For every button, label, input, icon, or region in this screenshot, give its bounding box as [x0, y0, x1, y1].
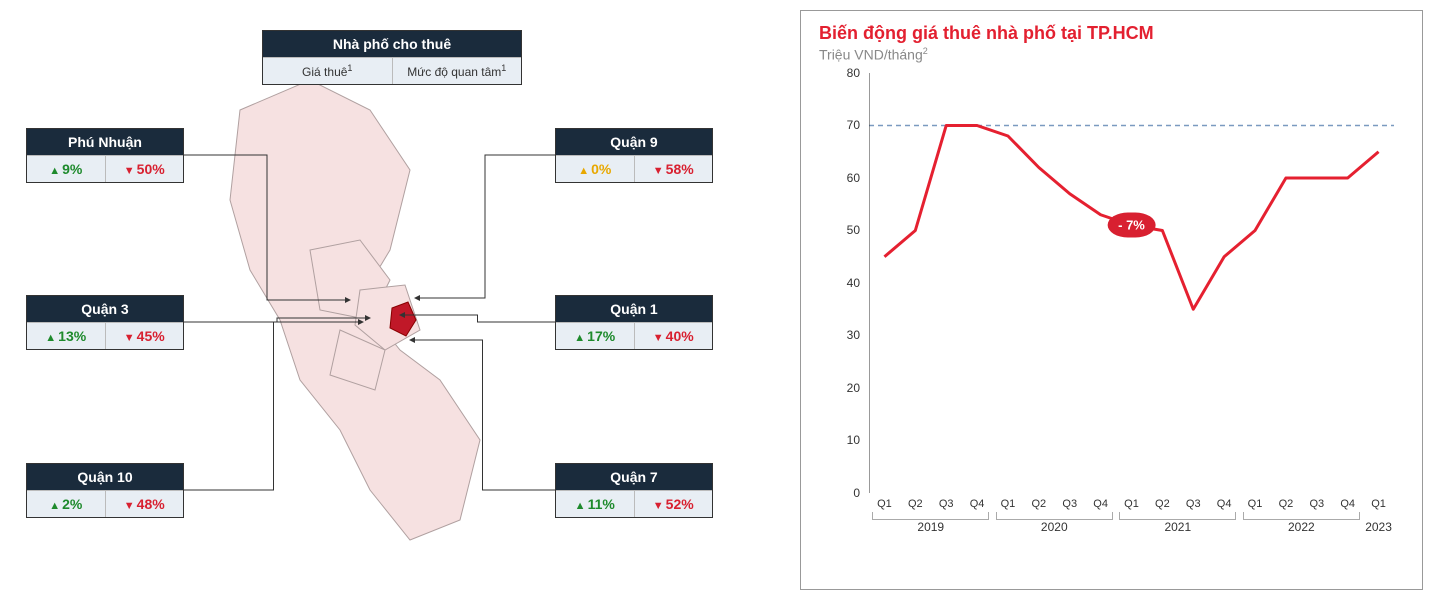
legend-col-price: Giá thuê1 — [263, 57, 392, 84]
y-tick: 40 — [847, 276, 860, 290]
x-tick-quarter: Q3 — [1309, 498, 1324, 510]
x-axis: Q1 Q2 Q3 Q4 Q1 Q2 Q3 Q4 Q1 Q2 Q3 Q4 Q1 Q2 Q3 Q4 Q1 2019 20… — [869, 498, 1394, 558]
y-axis: 01020304050607080 — [819, 73, 864, 493]
district-price: 0% — [556, 155, 634, 182]
district-name: Quận 7 — [556, 464, 712, 490]
x-tick-quarter: Q2 — [1155, 498, 1170, 510]
x-tick-year: 2022 — [1288, 520, 1315, 534]
district-name: Phú Nhuận — [27, 129, 183, 155]
district-name: Quận 10 — [27, 464, 183, 490]
line-chart: Biến động giá thuê nhà phố tại TP.HCM Tr… — [800, 10, 1423, 590]
district-interest: 40% — [634, 322, 713, 349]
x-tick-quarter: Q4 — [970, 498, 985, 510]
x-tick-quarter: Q1 — [1248, 498, 1263, 510]
x-tick-quarter: Q2 — [1032, 498, 1047, 510]
y-tick: 20 — [847, 381, 860, 395]
district-box: Quận 711%52% — [555, 463, 713, 518]
y-tick: 70 — [847, 118, 860, 132]
x-tick-year: 2019 — [917, 520, 944, 534]
district-price: 2% — [27, 490, 105, 517]
x-tick-quarter: Q1 — [1001, 498, 1016, 510]
district-price: 9% — [27, 155, 105, 182]
y-tick: 80 — [847, 66, 860, 80]
district-interest: 50% — [105, 155, 184, 182]
chart-title: Biến động giá thuê nhà phố tại TP.HCM — [819, 23, 1404, 44]
x-tick-quarter: Q1 — [877, 498, 892, 510]
district-price: 13% — [27, 322, 105, 349]
district-interest: 52% — [634, 490, 713, 517]
x-tick-quarter: Q2 — [908, 498, 923, 510]
district-box: Phú Nhuận9%50% — [26, 128, 184, 183]
district-box: Quận 90%58% — [555, 128, 713, 183]
district-name: Quận 9 — [556, 129, 712, 155]
x-tick-quarter: Q4 — [1093, 498, 1108, 510]
district-price: 17% — [556, 322, 634, 349]
y-tick: 30 — [847, 328, 860, 342]
x-tick-quarter: Q1 — [1124, 498, 1139, 510]
y-tick: 60 — [847, 171, 860, 185]
x-tick-quarter: Q3 — [1186, 498, 1201, 510]
map-panel: Nhà phố cho thuê Giá thuê1 Mức độ quan t… — [0, 0, 780, 607]
district-box: Quận 102%48% — [26, 463, 184, 518]
legend-col-interest: Mức độ quan tâm1 — [392, 57, 522, 84]
hcmc-map — [160, 50, 600, 570]
x-tick-quarter: Q4 — [1340, 498, 1355, 510]
district-name: Quận 3 — [27, 296, 183, 322]
x-tick-quarter: Q3 — [1062, 498, 1077, 510]
x-tick-quarter: Q4 — [1217, 498, 1232, 510]
legend-title: Nhà phố cho thuê — [263, 31, 521, 57]
y-tick: 10 — [847, 433, 860, 447]
chart-subtitle: Triệu VND/tháng2 — [819, 46, 1404, 63]
district-interest: 48% — [105, 490, 184, 517]
x-tick-year: 2021 — [1164, 520, 1191, 534]
x-tick-year: 2020 — [1041, 520, 1068, 534]
district-interest: 58% — [634, 155, 713, 182]
x-tick-quarter: Q1 — [1371, 498, 1386, 510]
x-tick-year: 2023 — [1365, 520, 1392, 534]
district-price: 11% — [556, 490, 634, 517]
district-interest: 45% — [105, 322, 184, 349]
district-name: Quận 1 — [556, 296, 712, 322]
map-legend: Nhà phố cho thuê Giá thuê1 Mức độ quan t… — [262, 30, 522, 85]
y-tick: 50 — [847, 223, 860, 237]
change-badge: - 7% — [1107, 212, 1156, 237]
chart-panel: Biến động giá thuê nhà phố tại TP.HCM Tr… — [780, 0, 1443, 607]
plot-area: - 7% — [869, 73, 1394, 493]
y-tick: 0 — [853, 486, 860, 500]
x-tick-quarter: Q3 — [939, 498, 954, 510]
x-tick-quarter: Q2 — [1279, 498, 1294, 510]
district-box: Quận 313%45% — [26, 295, 184, 350]
district-box: Quận 117%40% — [555, 295, 713, 350]
